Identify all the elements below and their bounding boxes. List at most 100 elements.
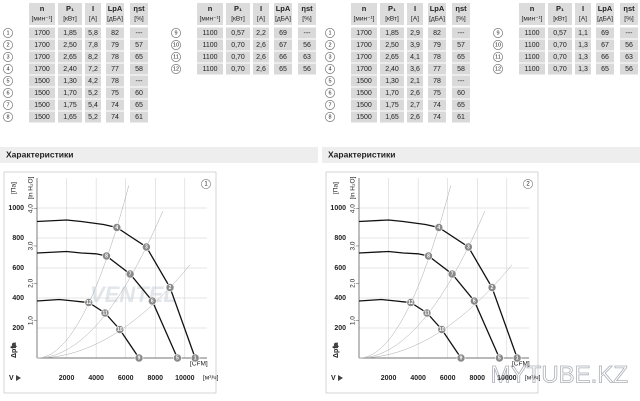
cell-text: 56 bbox=[303, 42, 311, 49]
point-label: 11 bbox=[424, 310, 430, 316]
cell-text: 2,50 bbox=[63, 42, 77, 49]
header-cell bbox=[596, 3, 614, 25]
cell bbox=[351, 39, 377, 51]
cell-text: 58 bbox=[135, 66, 143, 73]
y-tick-label: 800 bbox=[334, 235, 346, 242]
row-badge bbox=[3, 76, 13, 86]
x-unit: [м³/ч] bbox=[203, 375, 219, 382]
point-label: 10 bbox=[439, 327, 445, 333]
cell-text: 1,1 bbox=[578, 30, 588, 37]
header-name: LpA bbox=[276, 4, 291, 13]
cell bbox=[130, 63, 148, 75]
cell bbox=[197, 51, 223, 63]
cell-text: 1,3 bbox=[578, 54, 588, 61]
row-number: 3 bbox=[6, 54, 9, 60]
y-tick-label: 200 bbox=[334, 325, 346, 332]
row-badge bbox=[3, 100, 13, 110]
row-badge bbox=[3, 28, 13, 38]
y2-unit: [in H₂O] bbox=[350, 176, 357, 199]
header-name: LpA bbox=[108, 4, 123, 13]
operating-point bbox=[487, 283, 497, 292]
cell bbox=[452, 99, 470, 111]
cell bbox=[452, 75, 470, 87]
cell-text: 65 bbox=[135, 54, 143, 61]
cell bbox=[380, 75, 404, 87]
operating-point bbox=[406, 298, 416, 307]
cell bbox=[226, 39, 250, 51]
operating-point bbox=[84, 298, 94, 307]
header-unit: [мин⁻¹] bbox=[200, 16, 221, 23]
cell bbox=[274, 51, 292, 63]
cell bbox=[106, 63, 124, 75]
cell bbox=[29, 99, 55, 111]
row-number: 9 bbox=[174, 30, 177, 36]
header-cell bbox=[380, 3, 404, 25]
cell-text: 63 bbox=[303, 54, 311, 61]
cell-text: 2,6 bbox=[256, 54, 266, 61]
cell-text: 2,6 bbox=[256, 42, 266, 49]
cell-text: 2,7 bbox=[410, 102, 420, 109]
point-label: 3 bbox=[145, 244, 148, 250]
operating-point bbox=[447, 269, 457, 279]
cell bbox=[407, 39, 423, 51]
cell-text: 74 bbox=[433, 102, 441, 109]
cell bbox=[351, 99, 377, 111]
y-tick-label: 1000 bbox=[330, 205, 346, 212]
row-number: 6 bbox=[6, 90, 9, 96]
operating-point bbox=[142, 242, 151, 252]
cell bbox=[519, 27, 545, 39]
operating-point bbox=[100, 308, 110, 318]
cell bbox=[253, 39, 269, 51]
x-unit: [м³/ч] bbox=[525, 375, 541, 382]
point-label: 8 bbox=[105, 253, 108, 259]
header-cell bbox=[519, 3, 545, 25]
cell bbox=[274, 39, 292, 51]
cell-text: 1,70 bbox=[63, 90, 77, 97]
header-unit: [%] bbox=[302, 16, 312, 23]
cell bbox=[428, 75, 446, 87]
cell bbox=[620, 63, 638, 75]
operating-point bbox=[464, 242, 473, 252]
header-unit: [A] bbox=[579, 16, 587, 23]
cell bbox=[29, 111, 55, 123]
operating-point bbox=[134, 353, 144, 363]
cell-text: --- bbox=[136, 30, 144, 37]
cell-text: 63 bbox=[625, 54, 633, 61]
cell-text: 5,2 bbox=[88, 90, 98, 97]
cell bbox=[452, 51, 470, 63]
x-tick-label: 6000 bbox=[118, 375, 134, 382]
cell-text: 78 bbox=[433, 54, 441, 61]
cell-text: 77 bbox=[111, 66, 119, 73]
row-number: 4 bbox=[6, 66, 9, 72]
y2-tick-label: 1,0 bbox=[28, 316, 35, 325]
panel-number: 1 bbox=[204, 182, 208, 188]
cell-text: 2,40 bbox=[385, 66, 399, 73]
header-cell bbox=[29, 3, 55, 25]
point-label: 1 bbox=[194, 355, 197, 361]
cell-text: 60 bbox=[135, 90, 143, 97]
x-tick-label: 4000 bbox=[88, 375, 104, 382]
row-number: 5 bbox=[6, 78, 9, 84]
point-label: 2 bbox=[491, 285, 494, 291]
y-tick-label: 600 bbox=[12, 265, 24, 272]
cell bbox=[298, 27, 316, 39]
header-unit: [кВт] bbox=[553, 16, 567, 23]
cell-text: 0,70 bbox=[553, 42, 567, 49]
cell bbox=[407, 99, 423, 111]
x-tick-label: 10000 bbox=[175, 375, 195, 382]
cell-text: 60 bbox=[457, 90, 465, 97]
cell bbox=[548, 27, 572, 39]
cell bbox=[253, 27, 269, 39]
cell-text: 0,57 bbox=[553, 30, 567, 37]
x2-unit: [CFM] bbox=[512, 361, 530, 368]
header-cell bbox=[548, 3, 572, 25]
fan-curve bbox=[358, 219, 518, 359]
header-name: I bbox=[260, 4, 262, 13]
cell bbox=[351, 87, 377, 99]
cell-text: 56 bbox=[625, 66, 633, 73]
cell-text: 0,70 bbox=[553, 66, 567, 73]
cell-text: 8,2 bbox=[88, 54, 98, 61]
header-cell bbox=[407, 3, 423, 25]
y-tick-label: 200 bbox=[12, 325, 24, 332]
cell-text: 1,85 bbox=[63, 30, 77, 37]
